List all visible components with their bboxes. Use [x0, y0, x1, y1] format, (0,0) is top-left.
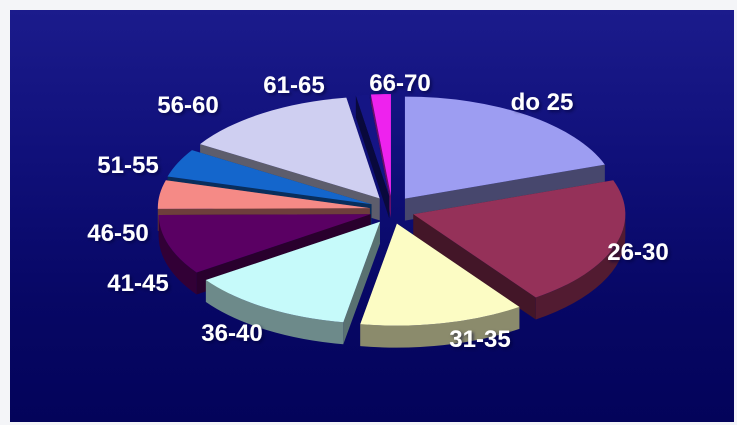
pie-slice-wall — [343, 221, 380, 345]
slice-label: 36-40 — [201, 320, 262, 347]
slice-label: 26-30 — [607, 239, 668, 266]
pie-slice-wall — [404, 164, 605, 221]
pie-slice-top — [355, 94, 390, 197]
pie-slice-side — [360, 306, 520, 348]
pie-slice-wall — [355, 95, 390, 219]
pie-slice-top — [158, 214, 371, 273]
pie-slice-top — [200, 97, 380, 199]
pie-labels: do 25 26-30 31-35 36-40 41-45 46-50 51-55 56-60… — [87, 70, 668, 353]
pie-slice-8 — [355, 94, 390, 219]
pie-slice-top — [404, 96, 605, 199]
slice-label: 56-60 — [157, 92, 218, 119]
pie-slice-side — [205, 280, 344, 345]
slice-label: 61-65 — [263, 72, 324, 99]
pie-slice-top — [360, 223, 520, 326]
slice-label: 66-70 — [369, 70, 430, 97]
slice-label: 51-55 — [97, 152, 158, 179]
pie-slice-top — [413, 180, 626, 298]
chart-panel: do 25 26-30 31-35 36-40 41-45 46-50 51-55 56-60… — [10, 10, 734, 422]
pie-chart: do 25 26-30 31-35 36-40 41-45 46-50 51-55 56-60… — [87, 70, 668, 353]
pie-slice-0 — [404, 96, 605, 221]
pie-slice-top — [167, 150, 372, 205]
pie-slices — [157, 94, 626, 348]
pie-slice-top — [205, 221, 380, 323]
slice-label: 46-50 — [87, 220, 148, 247]
pie-slice-side — [535, 214, 626, 320]
slice-label: 41-45 — [107, 270, 168, 297]
pie-slice-3 — [205, 221, 380, 345]
pie-slice-top — [157, 180, 370, 209]
pie-slice-wall — [413, 214, 536, 320]
slice-label: do 25 — [511, 89, 574, 116]
slice-label: 31-35 — [449, 326, 510, 353]
pie-slice-2 — [360, 223, 520, 348]
pie-slice-side — [158, 215, 197, 295]
pie-slice-1 — [413, 180, 626, 320]
pie-slice-top — [370, 94, 391, 197]
